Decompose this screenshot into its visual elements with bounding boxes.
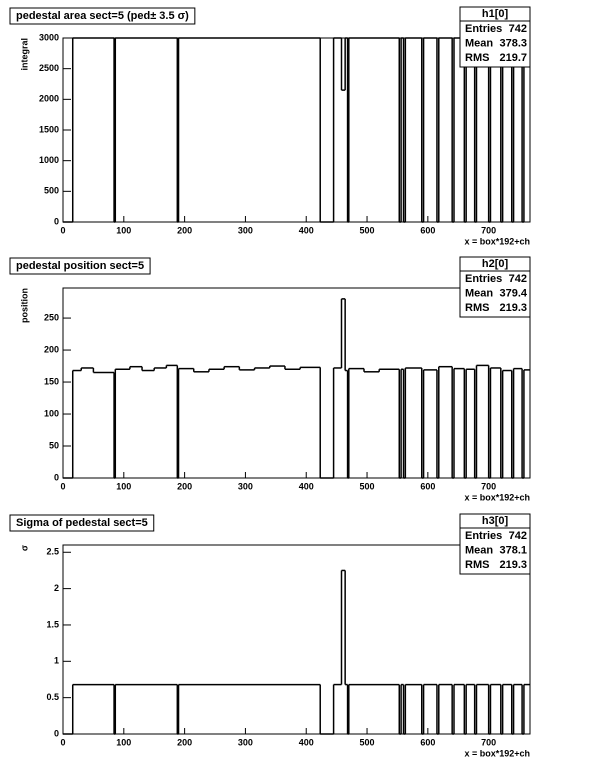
chart-title: Sigma of pedestal sect=5 bbox=[16, 517, 148, 529]
stats-value: 219.7 bbox=[499, 52, 527, 64]
stats-box bbox=[459, 513, 531, 575]
x-tick-label: 700 bbox=[481, 225, 496, 235]
x-tick-label: 100 bbox=[116, 481, 131, 491]
x-tick-label: 700 bbox=[481, 481, 496, 491]
stats-value: 742 bbox=[509, 23, 527, 35]
stats-value: 219.3 bbox=[499, 559, 527, 571]
x-tick-label: 500 bbox=[360, 737, 375, 747]
y-tick-label: 100 bbox=[44, 408, 59, 418]
y-tick-label: 200 bbox=[44, 344, 59, 354]
stats-label: Entries bbox=[465, 23, 502, 35]
x-tick-label: 500 bbox=[360, 481, 375, 491]
y-tick-label: 500 bbox=[44, 186, 59, 196]
y-tick-label: 1500 bbox=[39, 124, 59, 134]
x-tick-label: 300 bbox=[238, 737, 253, 747]
x-tick-label: 500 bbox=[360, 225, 375, 235]
x-tick-label: 100 bbox=[116, 225, 131, 235]
x-tick-label: 200 bbox=[177, 225, 192, 235]
y-tick-label: 0.5 bbox=[46, 692, 59, 702]
stats-title: h1[0] bbox=[482, 8, 509, 20]
plot-frame bbox=[62, 544, 531, 735]
stats-value: 378.3 bbox=[499, 37, 527, 49]
y-tick-label: 2500 bbox=[39, 63, 59, 73]
stats-label: RMS bbox=[465, 559, 489, 571]
y-tick-label: 1.5 bbox=[46, 619, 59, 629]
stats-label: Entries bbox=[465, 530, 502, 542]
title-box bbox=[9, 7, 196, 25]
stats-value: 379.4 bbox=[499, 287, 527, 299]
y-tick-label: 250 bbox=[44, 312, 59, 322]
y-tick-label: 2000 bbox=[39, 94, 59, 104]
x-tick-label: 400 bbox=[299, 481, 314, 491]
stats-title: h3[0] bbox=[482, 515, 509, 527]
stats-value: 742 bbox=[509, 530, 527, 542]
x-tick-label: 0 bbox=[60, 737, 65, 747]
x-tick-label: 200 bbox=[177, 737, 192, 747]
x-axis-label: x = box*192+ch bbox=[464, 748, 530, 758]
stats-label: Entries bbox=[465, 273, 502, 285]
stats-box bbox=[459, 256, 531, 318]
x-tick-label: 400 bbox=[299, 225, 314, 235]
chart-title: pedestal area sect=5 (ped± 3.5 σ) bbox=[16, 10, 189, 22]
y-tick-label: 3000 bbox=[39, 32, 59, 42]
x-tick-label: 600 bbox=[420, 225, 435, 235]
x-tick-label: 400 bbox=[299, 737, 314, 747]
stats-title: h2[0] bbox=[482, 258, 509, 270]
stats-value: 742 bbox=[509, 273, 527, 285]
y-axis-label: position bbox=[19, 288, 29, 323]
stats-label: Mean bbox=[465, 287, 493, 299]
y-tick-label: 0 bbox=[54, 216, 59, 226]
y-tick-label: 2.5 bbox=[46, 547, 59, 557]
x-tick-label: 600 bbox=[420, 481, 435, 491]
x-tick-label: 0 bbox=[60, 225, 65, 235]
title-box bbox=[9, 257, 151, 275]
stats-value: 219.3 bbox=[499, 302, 527, 314]
stats-label: RMS bbox=[465, 52, 489, 64]
chart-title: pedestal position sect=5 bbox=[16, 260, 144, 272]
plot-frame bbox=[62, 287, 531, 479]
y-tick-label: 1000 bbox=[39, 155, 59, 165]
stats-box bbox=[459, 6, 531, 68]
x-tick-label: 300 bbox=[238, 225, 253, 235]
y-tick-label: 150 bbox=[44, 376, 59, 386]
title-box bbox=[9, 514, 155, 532]
y-tick-label: 0 bbox=[54, 472, 59, 482]
stats-label: RMS bbox=[465, 302, 489, 314]
x-tick-label: 700 bbox=[481, 737, 496, 747]
y-axis-label: integral bbox=[19, 38, 29, 71]
x-tick-label: 300 bbox=[238, 481, 253, 491]
y-tick-label: 0 bbox=[54, 728, 59, 738]
x-tick-label: 200 bbox=[177, 481, 192, 491]
y-tick-label: 50 bbox=[49, 440, 59, 450]
y-tick-label: 2 bbox=[54, 583, 59, 593]
x-tick-label: 100 bbox=[116, 737, 131, 747]
y-axis-label: σ bbox=[19, 545, 29, 551]
x-tick-label: 600 bbox=[420, 737, 435, 747]
x-axis-label: x = box*192+ch bbox=[464, 492, 530, 502]
x-tick-label: 0 bbox=[60, 481, 65, 491]
stats-value: 378.1 bbox=[499, 544, 527, 556]
stats-label: Mean bbox=[465, 37, 493, 49]
y-tick-label: 1 bbox=[54, 656, 59, 666]
x-axis-label: x = box*192+ch bbox=[464, 236, 530, 246]
stats-label: Mean bbox=[465, 544, 493, 556]
